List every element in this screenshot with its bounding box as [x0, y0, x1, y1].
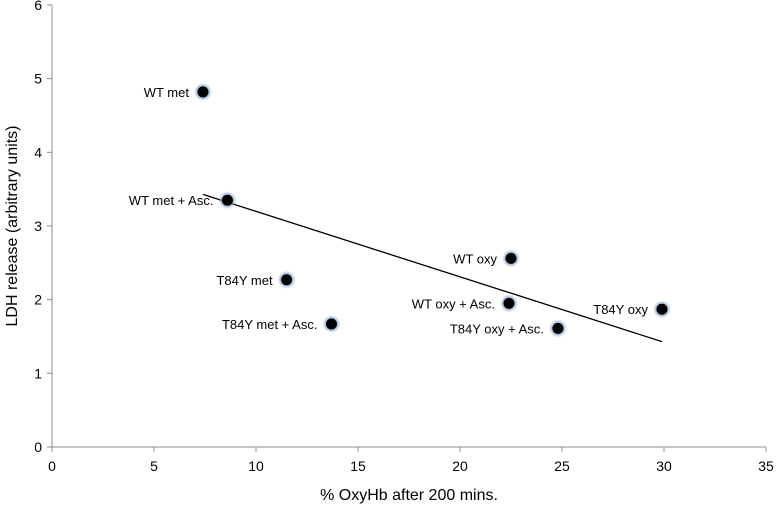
y-tick-label: 4	[34, 144, 42, 160]
x-tick-label: 25	[554, 458, 570, 474]
y-tick-label: 1	[34, 365, 42, 381]
data-point	[197, 86, 209, 98]
y-tick-label: 0	[34, 439, 42, 455]
x-axis-title: % OxyHb after 200 mins.	[320, 487, 498, 504]
x-tick-label: 20	[452, 458, 468, 474]
y-axis-title: LDH release (arbitrary units)	[4, 126, 21, 327]
point-label: WT oxy	[453, 251, 497, 266]
data-point	[325, 318, 337, 330]
x-tick-label: 0	[48, 458, 56, 474]
data-point	[281, 274, 293, 286]
axes	[47, 4, 767, 452]
x-tick-label: 10	[248, 458, 264, 474]
point-labels: WT met WT met + Asc. T84Y met T84Y met + As…	[129, 85, 649, 336]
trendline-group	[202, 193, 663, 343]
data-point	[552, 322, 564, 334]
data-point	[505, 252, 517, 264]
point-label: WT oxy + Asc.	[412, 296, 495, 311]
data-points	[193, 82, 671, 338]
trendline	[202, 193, 663, 343]
y-tick-label: 3	[34, 218, 42, 234]
y-tick-label: 6	[34, 0, 42, 13]
x-tick-label: 5	[150, 458, 158, 474]
y-tick-label: 5	[34, 71, 42, 87]
point-label: T84Y met	[216, 273, 273, 288]
data-point	[656, 303, 668, 315]
point-label: T84Y oxy + Asc.	[450, 321, 544, 336]
data-point	[503, 297, 515, 309]
x-tick-label: 35	[758, 458, 774, 474]
tick-labels: 0 1 2 3 4 5 6 0 5 10 15 20 25 30 35	[34, 0, 774, 474]
data-point	[221, 194, 233, 206]
y-tick-label: 2	[34, 292, 42, 308]
point-label: T84Y met + Asc.	[222, 317, 318, 332]
point-label: WT met	[144, 85, 190, 100]
point-label: WT met + Asc.	[129, 193, 214, 208]
x-tick-label: 15	[350, 458, 366, 474]
x-tick-label: 30	[656, 458, 672, 474]
point-label: T84Y oxy	[593, 302, 648, 317]
